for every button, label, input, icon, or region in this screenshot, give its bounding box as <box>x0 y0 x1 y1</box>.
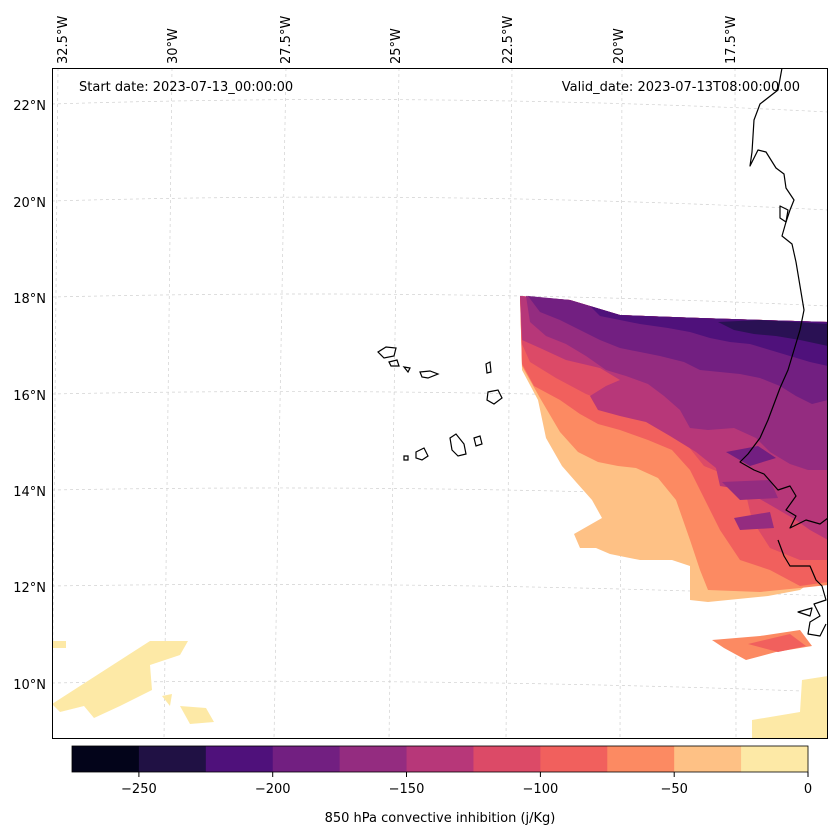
valid-date-label: Valid_date: 2023-07-13T08:00:00.00 <box>562 80 800 95</box>
island-santo-antao <box>377 346 397 359</box>
colorbar-tick-label: −200 <box>255 782 291 797</box>
lon-label: 17.5°W <box>724 16 739 64</box>
colorbar-bin <box>741 746 809 772</box>
coastline-segment <box>797 607 813 617</box>
meridian-line <box>388 68 400 739</box>
lon-label: 25°W <box>389 28 404 64</box>
map-frame <box>52 68 828 739</box>
colorbar-tick-label: 0 <box>804 782 812 797</box>
meridian-line <box>619 68 623 739</box>
lon-label: 30°W <box>166 28 181 64</box>
lon-label: 22.5°W <box>501 16 516 64</box>
lat-label: 12°N <box>13 581 46 596</box>
colorbar-tick-label: −100 <box>523 782 559 797</box>
meridian-line <box>273 68 287 739</box>
lon-label: 27.5°W <box>279 16 294 64</box>
parallel-line <box>52 391 828 405</box>
colorbar-bin <box>406 746 474 772</box>
longitude-labels: 32.5°W 30°W 27.5°W 25°W 22.5°W 20°W 17.5… <box>56 16 739 64</box>
colorbar-bin <box>607 746 675 772</box>
colorbar-bin <box>205 746 274 772</box>
meridian-line <box>163 68 173 739</box>
west-africa-coastline <box>739 68 828 529</box>
colorbar-bin <box>473 746 541 772</box>
colorbar-bin <box>540 746 608 772</box>
island-sal <box>485 361 492 374</box>
parallel-line <box>52 487 828 501</box>
meridian-line <box>734 68 737 739</box>
lon-label: 32.5°W <box>56 16 71 64</box>
colorbar-ticks: −250 −200 −150 −100 −50 0 <box>121 772 812 797</box>
parallel-line <box>52 196 828 211</box>
colorbar-bin <box>138 746 207 772</box>
colorbar-tick-label: −50 <box>660 782 687 797</box>
parallel-line <box>52 584 828 597</box>
coastlines <box>739 68 828 637</box>
lat-label: 22°N <box>13 99 46 114</box>
coastline-segment <box>779 205 789 223</box>
cin-contours <box>52 296 828 739</box>
island-sao-vicente <box>388 359 400 367</box>
parallel-line <box>52 680 828 693</box>
lat-label: 10°N <box>13 678 46 693</box>
colorbar-tick-label: −250 <box>121 782 157 797</box>
parallel-line <box>52 99 828 113</box>
meridian-line <box>505 68 513 739</box>
lat-label: 20°N <box>13 196 46 211</box>
lon-label: 20°W <box>612 28 627 64</box>
lat-label: 18°N <box>13 292 46 307</box>
lat-label: 14°N <box>13 485 46 500</box>
island-fogo <box>415 447 429 461</box>
island-sao-nicolau <box>419 370 440 379</box>
lat-label: 16°N <box>13 389 46 404</box>
parallel-line <box>52 293 828 307</box>
colorbar-tick-label: −150 <box>389 782 425 797</box>
island-brava <box>403 455 409 461</box>
colorbar-label: 850 hPa convective inhibition (j/Kg) <box>325 811 556 826</box>
start-date-label: Start date: 2023-07-13_00:00:00 <box>79 80 293 95</box>
colorbar-bin <box>674 746 742 772</box>
island-maio <box>473 435 483 447</box>
island-santa-luzia <box>402 366 411 374</box>
colorbar <box>72 746 809 772</box>
colorbar-frame <box>71 745 809 773</box>
latitude-labels: 22°N 20°N 18°N 16°N 14°N 12°N 10°N <box>13 99 46 693</box>
cape-verde-islands <box>377 346 503 461</box>
coastline-segment <box>777 539 827 637</box>
island-boa-vista <box>486 389 503 405</box>
colorbar-bin <box>272 746 341 772</box>
island-santiago <box>449 433 467 457</box>
colorbar-bin <box>72 746 140 772</box>
colorbar-bin <box>339 746 408 772</box>
